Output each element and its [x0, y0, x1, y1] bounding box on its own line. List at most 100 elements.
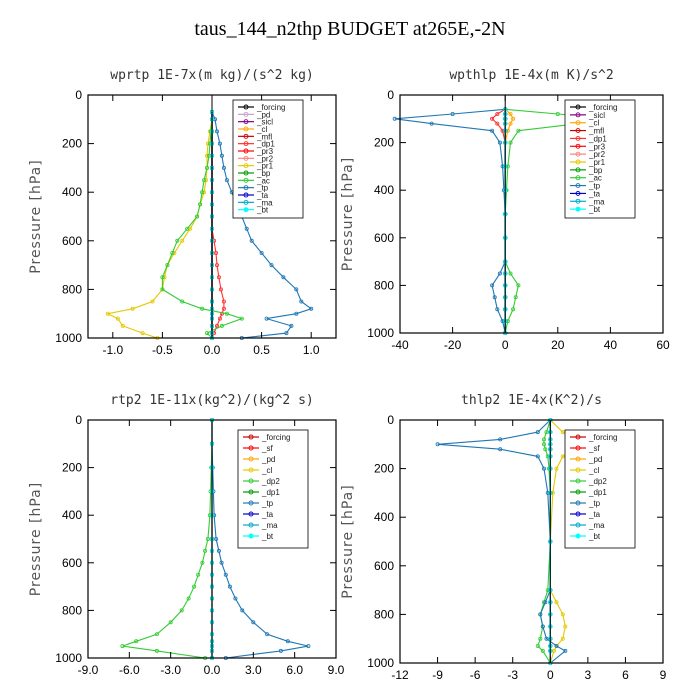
x-tick-label: 40 [604, 338, 618, 352]
x-tick-label: 6 [622, 668, 629, 682]
legend-entry: _ta [256, 191, 269, 200]
y-axis-label: Pressure [hPa] [28, 159, 44, 273]
panel-title: wpthlp 1E-4x(m K)/s^2 [449, 68, 613, 83]
legend-entry: _bt [261, 532, 274, 541]
data-point [180, 299, 185, 304]
data-point [560, 430, 565, 435]
data-point [543, 600, 548, 605]
legend-marker [243, 104, 249, 110]
legend-entry: _dp1 [261, 488, 280, 497]
data-point [542, 442, 547, 447]
data-point [198, 202, 203, 207]
plot-frame [399, 419, 664, 664]
data-point [219, 153, 224, 158]
legend-marker [575, 120, 581, 126]
data-point [560, 612, 565, 617]
data-point [284, 331, 289, 336]
data-point [168, 620, 173, 625]
y-tick-label: 0 [387, 413, 394, 427]
data-point [204, 331, 209, 336]
data-point [217, 141, 222, 146]
data-point [555, 112, 560, 117]
x-tick-label: 0 [502, 338, 509, 352]
legend-entry: _dp2 [588, 477, 607, 486]
panel-4: thlp2 1E-4x(K^2)/s Pressure [hPa] -12 -9 -6 -… [340, 393, 667, 682]
y-tick-label: 1000 [367, 656, 394, 670]
data-point [259, 250, 264, 255]
x-tick-label: 0.0 [204, 343, 221, 357]
y-tick-label: 200 [374, 462, 394, 476]
legend-marker [575, 159, 581, 165]
data-point [508, 121, 513, 126]
y-tick-label: 0 [75, 88, 82, 102]
legend-entry: _pr3 [256, 147, 274, 156]
legend-marker [243, 192, 249, 198]
legend: _forcing _sf _pd _cl _dp2 _dp1 _tp _ta _ma _bt [564, 429, 636, 549]
legend-entry: _bt [588, 205, 601, 214]
data-point [543, 447, 548, 452]
legend-entry: _ma [588, 521, 605, 530]
x-tick-label: 6.0 [286, 663, 303, 677]
plot-frame [399, 94, 664, 334]
data-point [224, 311, 229, 316]
data-point [202, 178, 207, 183]
legend-entry: _pr1 [256, 162, 274, 171]
legend: _forcing _sf _pd _cl _dp2 _dp1 _tp _ta _ma _bt [237, 429, 309, 549]
y-tick-label: 1000 [367, 326, 394, 340]
data-point [505, 164, 510, 169]
legend-marker [575, 445, 581, 451]
series-line-tp [211, 420, 309, 659]
x-tick-label: 9 [660, 668, 667, 682]
legend-marker [243, 155, 249, 161]
legend-entry: _dp1 [588, 134, 607, 143]
data-point [511, 116, 516, 121]
panel-3: rtp2 1E-11x(kg^2)/(kg^2 s) Pressure [hPa]… [28, 393, 345, 677]
data-point [511, 307, 516, 312]
data-point [180, 238, 185, 243]
data-point [240, 608, 245, 613]
legend-entry: _mfl [588, 127, 604, 136]
data-point [170, 250, 175, 255]
data-point [294, 311, 299, 316]
legend-marker [575, 522, 581, 528]
legend-entry: _pr1 [588, 158, 606, 167]
x-tick-label: -40 [391, 338, 409, 352]
legend-marker [243, 163, 249, 169]
data-point [120, 644, 125, 649]
legend-entry: _pr2 [588, 150, 606, 159]
legend-entry: _ta [588, 189, 601, 198]
data-point [495, 112, 500, 117]
y-tick-label: 200 [374, 136, 394, 150]
legend-marker [248, 445, 254, 451]
y-tick-label: 200 [62, 461, 82, 475]
y-axis-label: Pressure [hPa] [28, 482, 44, 596]
data-point [285, 639, 290, 644]
legend-marker [243, 199, 249, 205]
data-point [223, 572, 228, 577]
data-point [175, 238, 180, 243]
data-point [495, 121, 500, 126]
legend-entry: _forcing [588, 103, 617, 112]
data-point [219, 323, 224, 328]
data-point [203, 548, 208, 553]
y-tick-label: 400 [374, 183, 394, 197]
data-point [192, 584, 197, 589]
y-tick-label: 800 [374, 607, 394, 621]
data-point [535, 454, 540, 459]
legend-marker [575, 112, 581, 118]
legend-marker [575, 489, 581, 495]
data-point [239, 316, 244, 321]
legend-marker [575, 151, 581, 157]
legend-marker [575, 478, 581, 484]
legend-marker [248, 522, 254, 528]
data-point [120, 323, 125, 328]
legend-entry: _tp [588, 182, 601, 191]
data-point [154, 632, 159, 637]
data-point [221, 306, 226, 311]
series-line-dp1 [211, 112, 225, 339]
legend-entry: _ta [261, 510, 274, 519]
data-point [281, 275, 286, 280]
x-tick-label: -9 [432, 668, 443, 682]
x-tick-label: 0 [547, 668, 554, 682]
legend-entry: _pr3 [588, 142, 606, 151]
